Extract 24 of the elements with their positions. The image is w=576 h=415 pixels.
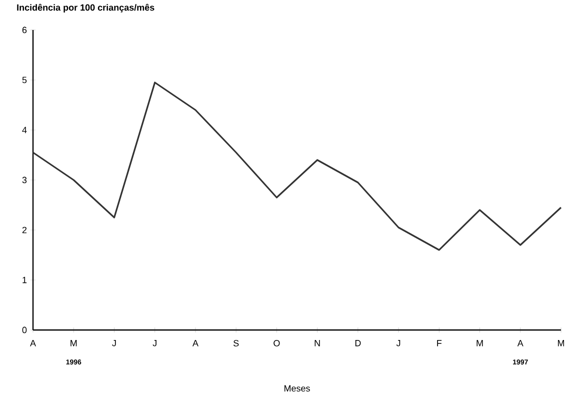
y-tick-label: 0 [22, 326, 27, 334]
y-tick-label: 2 [22, 226, 27, 234]
x-tick-label: A [30, 340, 36, 346]
x-tick-label: M [476, 340, 483, 346]
x-tick-label: M [558, 340, 564, 346]
x-tick-label: J [396, 340, 400, 346]
x-tick-label: N [314, 340, 320, 346]
y-tick-label: 4 [22, 126, 27, 134]
line-series [32, 82, 562, 251]
x-tick-label: D [355, 340, 361, 346]
y-tick-label: 5 [22, 76, 27, 84]
x-tick-label: A [517, 340, 524, 346]
x-tick-label: J [112, 340, 116, 346]
x-axis-title: Meses [284, 385, 310, 392]
x-tick-label: F [437, 340, 442, 346]
x-tick-label: A [192, 340, 198, 346]
x-tick-label: S [233, 340, 239, 346]
y-tick-label: 6 [22, 26, 27, 34]
y-tick-label: 1 [22, 276, 27, 284]
x-tick-label: M [70, 340, 77, 346]
x-tick-label: J [152, 340, 156, 346]
chart-title: Incidência por 100 crianças/mês [17, 4, 154, 12]
x-tick-label: O [274, 340, 280, 346]
y-tick-label: 3 [22, 176, 27, 184]
